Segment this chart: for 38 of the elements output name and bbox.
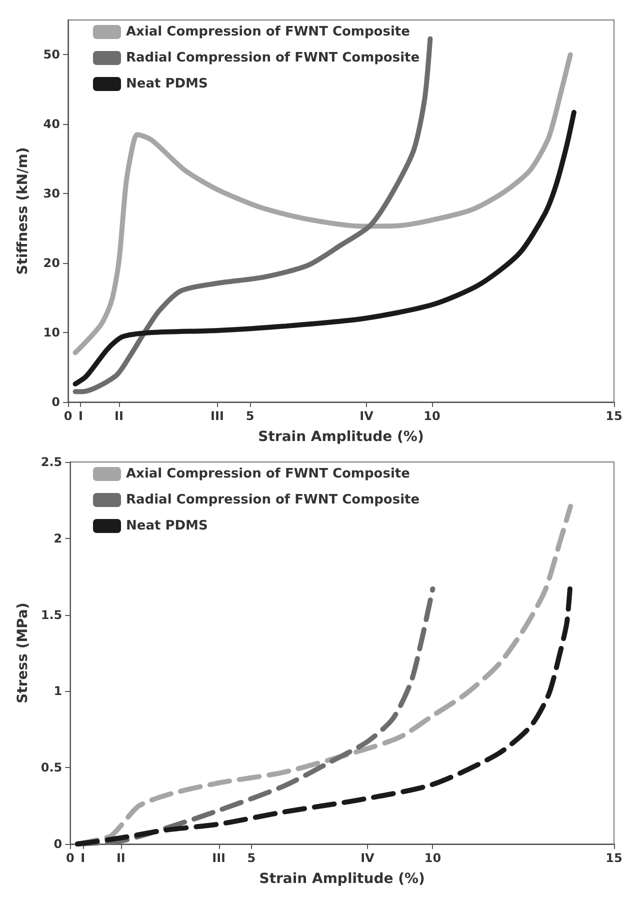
y-tick-label: 20 xyxy=(43,256,60,270)
y-tick-label: 0 xyxy=(52,395,60,409)
x-tick-label: 0 xyxy=(66,851,74,865)
x-tick-label: II xyxy=(114,409,124,423)
y-axis-title: Stiffness (kN/m) xyxy=(15,147,31,275)
x-tick-label: 5 xyxy=(246,409,254,423)
x-tick-label: 10 xyxy=(424,409,440,423)
y-axis-title: Stress (MPa) xyxy=(15,602,31,704)
x-tick-label: I xyxy=(78,409,83,423)
x-tick-label: III xyxy=(210,409,224,423)
y-tick-label: 2 xyxy=(54,531,62,546)
legend-label: Neat PDMS xyxy=(126,76,208,92)
x-tick-label: 10 xyxy=(424,851,442,865)
legend-label: Radial Compression of FWNT Composite xyxy=(126,50,420,66)
x-axis-title: Strain Amplitude (%) xyxy=(258,429,424,445)
y-tick-label: 1.5 xyxy=(40,608,62,622)
x-tick-label: IV xyxy=(360,851,376,865)
y-tick-label: 50 xyxy=(43,48,60,62)
y-tick-label: 10 xyxy=(43,326,60,340)
legend-label: Axial Compression of FWNT Composite xyxy=(126,24,410,40)
x-tick-label: IV xyxy=(360,409,374,423)
y-tick-label: 2.5 xyxy=(40,455,62,469)
legend-label: Neat PDMS xyxy=(126,518,208,534)
y-tick-label: 0.5 xyxy=(40,760,62,775)
y-tick-label: 1 xyxy=(54,684,62,698)
y-tick-label: 30 xyxy=(43,186,60,201)
x-tick-label: I xyxy=(80,851,86,865)
x-axis-title: Strain Amplitude (%) xyxy=(259,871,425,887)
x-tick-label: III xyxy=(212,851,226,865)
x-tick-label: 0 xyxy=(64,409,72,423)
y-tick-label: 40 xyxy=(43,117,60,132)
x-tick-label: 15 xyxy=(606,851,622,865)
x-tick-label: 15 xyxy=(606,409,622,423)
x-tick-label: II xyxy=(116,851,126,865)
legend-label: Axial Compression of FWNT Composite xyxy=(126,466,410,482)
y-tick-label: 0 xyxy=(54,837,62,851)
x-tick-label: 5 xyxy=(247,851,256,865)
legend-label: Radial Compression of FWNT Composite xyxy=(126,492,420,508)
